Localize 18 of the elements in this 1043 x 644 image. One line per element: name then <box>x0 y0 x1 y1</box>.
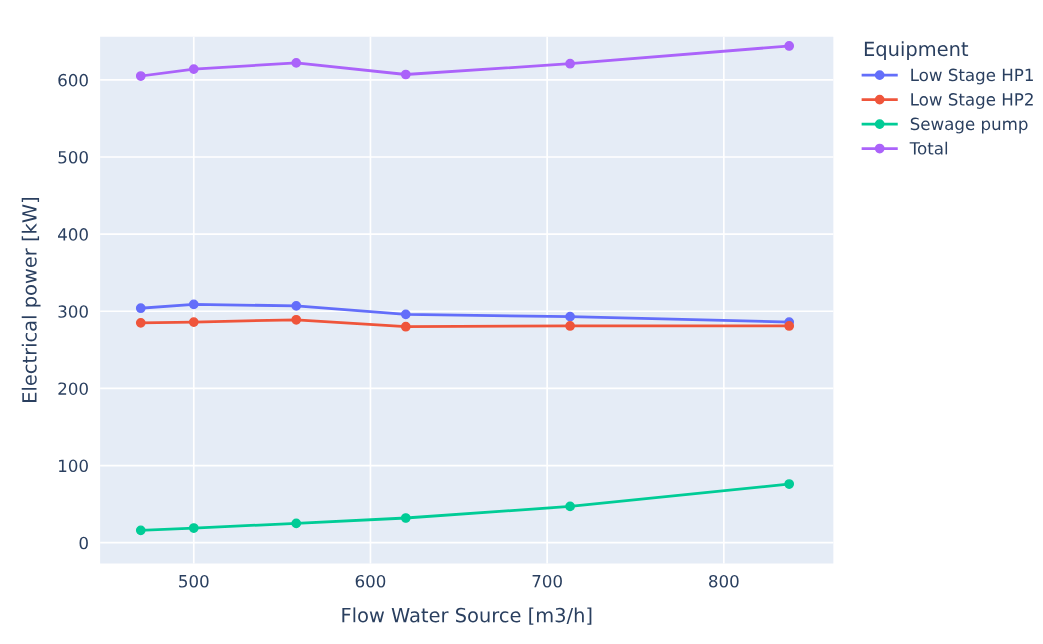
x-tick-label: 700 <box>532 574 562 588</box>
legend-label: Low Stage HP2 <box>911 93 1033 109</box>
legend-label: Total <box>909 141 948 155</box>
y-tick-label: 200 <box>58 382 88 395</box>
y-tick-label: 400 <box>58 228 88 241</box>
y-tick-label: 600 <box>58 73 88 87</box>
y-axis-title: Electrical power [kW] <box>21 198 41 402</box>
y-tick-label: 0 <box>79 536 88 550</box>
x-tick-label: 500 <box>179 574 209 588</box>
x-axis-title: Flow Water Source [m3/h] <box>342 607 592 625</box>
y-tick-label: 300 <box>58 305 88 318</box>
legend-label: Sewage pump <box>910 117 1028 134</box>
legend-title: Equipment <box>864 41 969 60</box>
legend-label: Low Stage HP1 <box>911 68 1033 85</box>
y-tick-label: 500 <box>58 150 88 164</box>
y-tick-label: 100 <box>59 459 88 473</box>
x-tick-label: 600 <box>355 574 386 588</box>
x-tick-label: 800 <box>709 574 739 588</box>
